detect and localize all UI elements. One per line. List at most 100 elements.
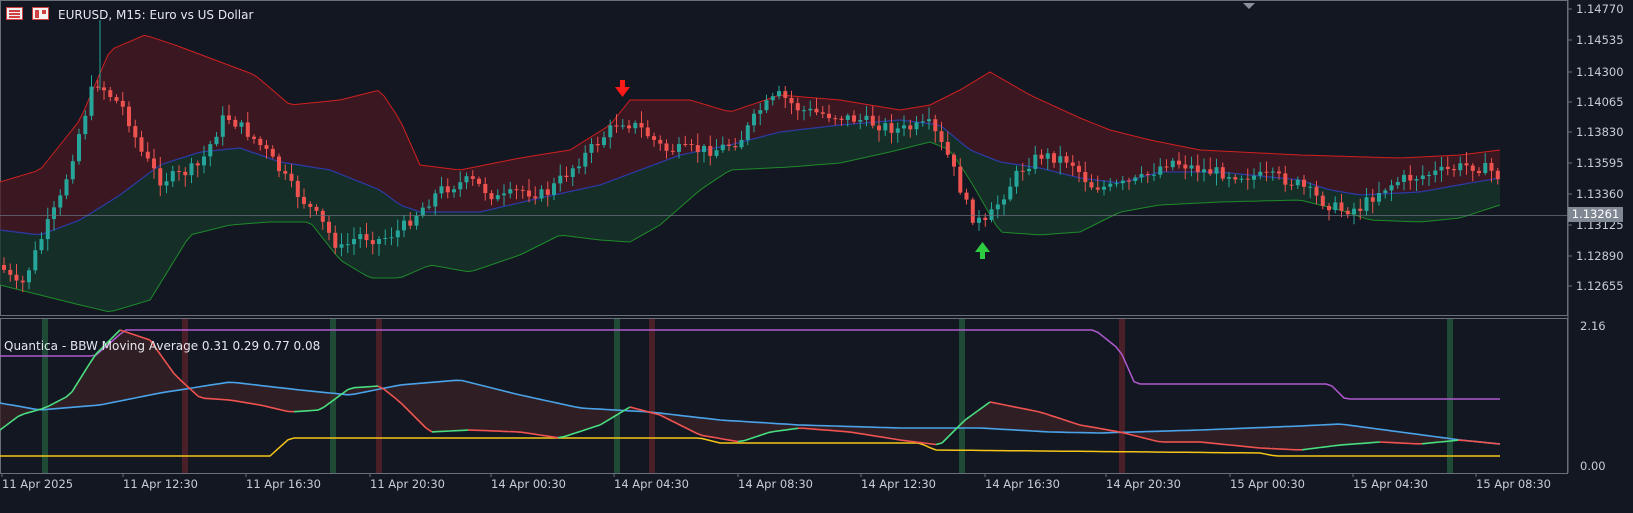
candle xyxy=(870,106,875,129)
candle xyxy=(264,140,269,159)
price-tick-label: 1.12890 xyxy=(1576,249,1624,263)
candle xyxy=(1345,207,1350,219)
candle xyxy=(502,184,506,206)
shift-marker-icon[interactable] xyxy=(1243,3,1255,9)
candle xyxy=(1108,178,1113,192)
candle xyxy=(1377,181,1381,206)
candle xyxy=(652,132,656,147)
candle xyxy=(27,267,31,290)
time-tick-label: 14 Apr 16:30 xyxy=(985,477,1060,491)
candle xyxy=(77,128,81,165)
candle xyxy=(539,185,544,202)
candle xyxy=(1202,158,1206,182)
candle xyxy=(1420,165,1425,186)
time-tick-label: 14 Apr 04:30 xyxy=(614,477,689,491)
candle xyxy=(627,120,631,133)
price-axis[interactable]: 1.14770 1.14535 1.14300 1.14065 1.13830 1.135… xyxy=(1568,2,1624,293)
candle xyxy=(858,113,863,130)
candle xyxy=(114,94,119,104)
candle xyxy=(770,92,775,106)
candle xyxy=(820,106,825,118)
price-tick-label: 1.12655 xyxy=(1576,279,1624,293)
candle xyxy=(458,171,463,197)
candle xyxy=(170,165,175,187)
candle xyxy=(852,110,856,124)
time-tick-label: 14 Apr 00:30 xyxy=(491,477,566,491)
candle xyxy=(414,211,419,230)
candle xyxy=(1402,169,1406,191)
candle xyxy=(1333,196,1338,214)
buy-signal-bar xyxy=(42,319,48,473)
candle xyxy=(970,197,975,225)
candle xyxy=(1252,168,1256,189)
candle xyxy=(239,120,244,134)
candle xyxy=(1445,156,1450,176)
chart-bars-icon[interactable] xyxy=(6,7,23,20)
candle xyxy=(158,157,163,197)
candle xyxy=(639,111,644,138)
candle xyxy=(933,114,938,143)
candle xyxy=(1245,168,1250,190)
time-tick-label: 15 Apr 04:30 xyxy=(1353,477,1428,491)
candle xyxy=(270,145,275,159)
candle xyxy=(1433,161,1438,183)
candle xyxy=(889,114,894,144)
sell-signal-bar xyxy=(376,319,382,473)
candle xyxy=(1208,157,1213,176)
candle xyxy=(8,263,13,282)
candle xyxy=(1439,157,1444,182)
candle xyxy=(289,164,294,188)
candle xyxy=(233,116,238,129)
candle xyxy=(258,136,263,151)
time-axis[interactable]: 11 Apr 2025 11 Apr 12:30 11 Apr 16:30 11 Ap… xyxy=(1,473,1551,491)
candle xyxy=(752,109,756,133)
candle xyxy=(583,145,588,175)
candle xyxy=(14,264,19,289)
candle xyxy=(1464,151,1469,175)
candle xyxy=(445,178,450,199)
chart-window-icon[interactable] xyxy=(32,7,49,20)
candle xyxy=(345,233,350,254)
candle xyxy=(395,219,400,247)
sell-signal-bar xyxy=(649,319,655,473)
candle xyxy=(1458,156,1463,177)
candle xyxy=(1327,203,1331,221)
candles-layer[interactable] xyxy=(2,20,1500,293)
candle xyxy=(1339,194,1344,218)
candle xyxy=(427,199,431,210)
candle xyxy=(320,208,325,230)
lower-band-line xyxy=(0,141,1501,313)
candle xyxy=(45,207,50,251)
candle xyxy=(733,138,738,151)
candle xyxy=(1264,161,1269,182)
candle xyxy=(720,136,725,153)
candle xyxy=(314,204,319,215)
candle xyxy=(1177,152,1181,169)
candle xyxy=(83,110,88,140)
candle xyxy=(1039,149,1044,165)
candle xyxy=(1308,182,1313,199)
candle xyxy=(758,102,763,126)
candle xyxy=(1320,191,1325,210)
candle xyxy=(352,227,356,255)
price-tick-label: 1.14300 xyxy=(1576,65,1624,79)
candle xyxy=(570,165,575,187)
candle xyxy=(408,212,413,230)
candle xyxy=(883,118,888,137)
candle xyxy=(1164,159,1169,172)
candle xyxy=(477,176,481,187)
current-price-label: 1.13261 xyxy=(1568,207,1623,222)
candle xyxy=(1089,174,1094,190)
candle xyxy=(1139,166,1144,183)
candle xyxy=(658,135,663,151)
candle xyxy=(483,177,488,201)
candle xyxy=(552,177,556,201)
candle xyxy=(383,229,388,245)
candle xyxy=(508,181,513,199)
candle xyxy=(545,181,550,207)
candle xyxy=(827,104,831,123)
candle xyxy=(1452,164,1456,177)
candle xyxy=(1389,179,1394,202)
candle xyxy=(645,120,650,139)
